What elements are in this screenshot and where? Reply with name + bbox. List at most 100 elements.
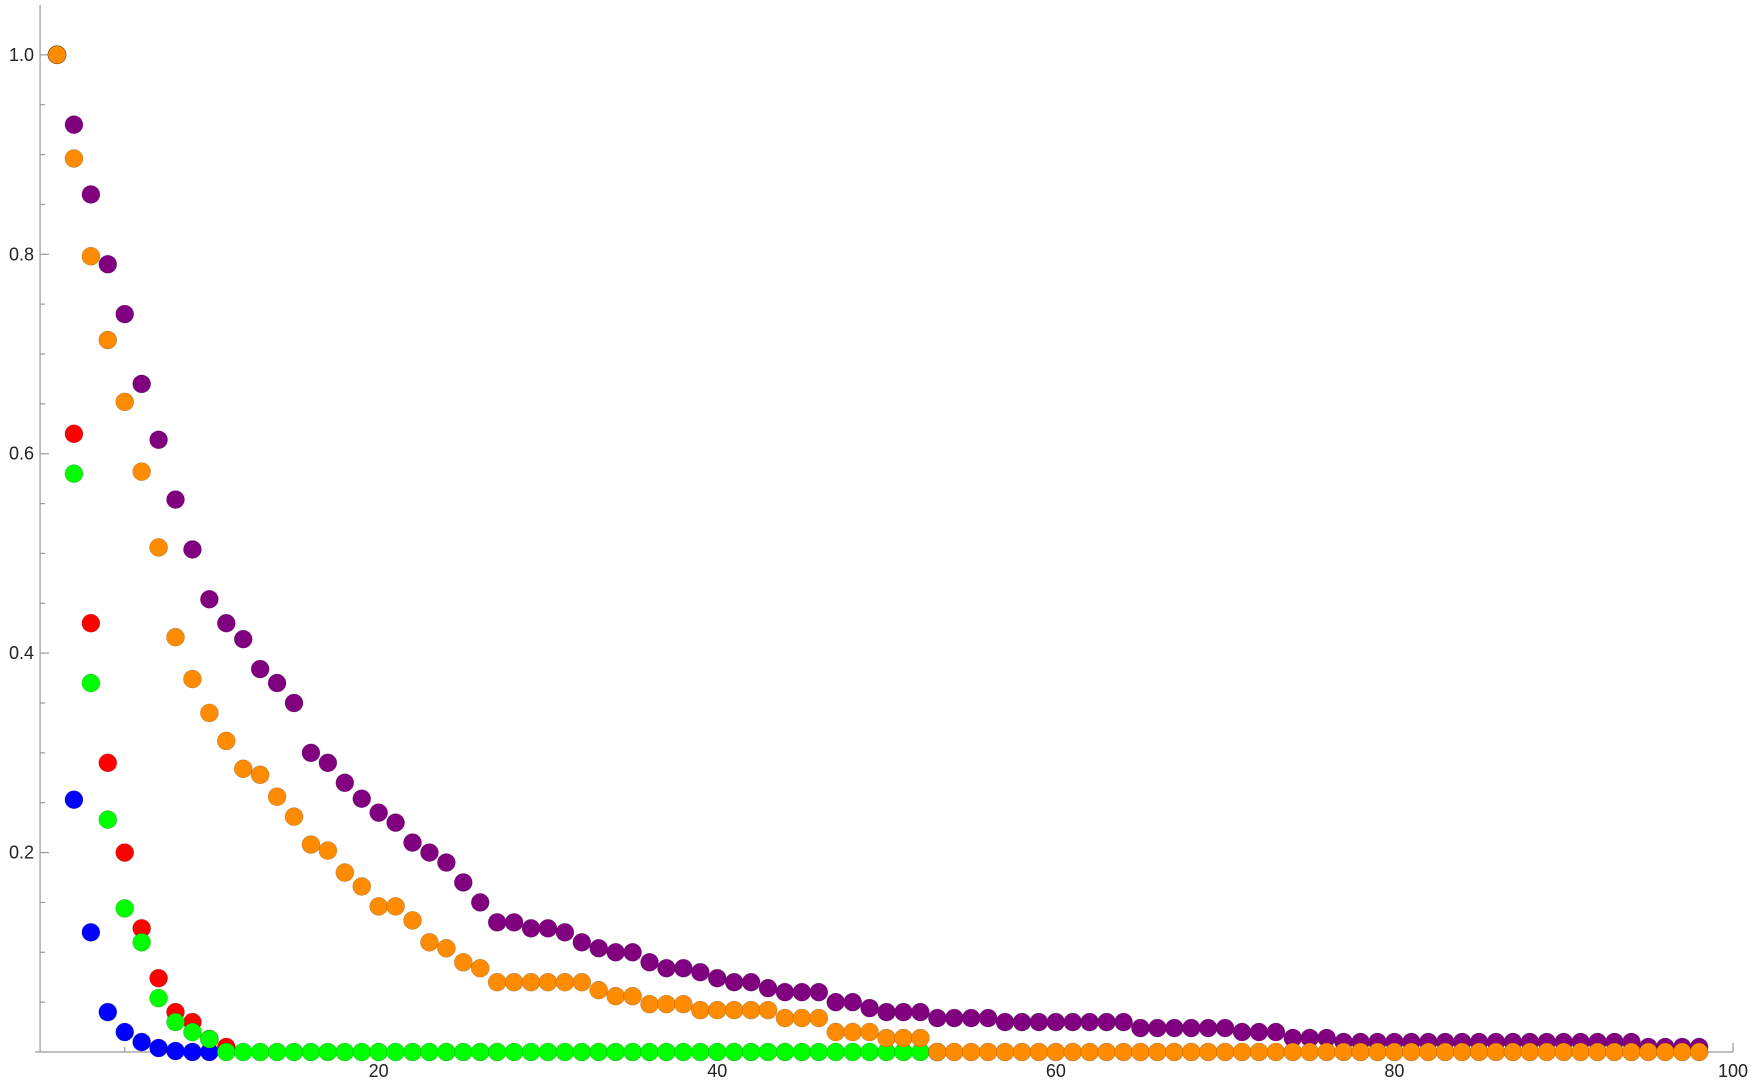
data-point (792, 982, 812, 1002)
data-point (233, 629, 253, 649)
data-point (521, 1042, 541, 1062)
data-point (1165, 1042, 1184, 1062)
data-point (284, 807, 304, 826)
data-point (250, 765, 270, 785)
data-point (978, 1042, 998, 1062)
data-point (454, 952, 473, 972)
data-point (166, 1012, 185, 1032)
data-point (995, 1042, 1015, 1062)
data-point (64, 115, 84, 134)
data-point (454, 1042, 473, 1062)
data-point (1131, 1018, 1150, 1038)
data-point (437, 1042, 456, 1062)
data-point (606, 1042, 625, 1062)
data-point (149, 1038, 168, 1058)
data-point (1012, 1012, 1032, 1032)
data-point (944, 1042, 964, 1062)
data-point (555, 1042, 575, 1062)
data-point (386, 1042, 405, 1062)
data-point (572, 1042, 592, 1062)
data-point (928, 1008, 947, 1028)
y-tick-label: 1.0 (9, 45, 34, 65)
data-point (1249, 1022, 1269, 1042)
data-point (335, 773, 355, 793)
data-point (1435, 1042, 1455, 1062)
data-point (1622, 1042, 1641, 1062)
data-point (183, 1022, 202, 1042)
data-point (386, 813, 405, 832)
data-point (1266, 1042, 1286, 1062)
data-point (115, 899, 135, 918)
data-point (691, 1000, 710, 1020)
data-point (741, 972, 761, 992)
data-point (707, 1042, 727, 1062)
data-point (826, 1042, 846, 1062)
data-point (674, 1042, 693, 1062)
data-point (961, 1008, 981, 1028)
data-point (1368, 1042, 1387, 1062)
data-point (792, 1042, 812, 1062)
series-1 (47, 45, 236, 1057)
data-point (1148, 1018, 1167, 1038)
data-point (1165, 1018, 1184, 1038)
data-point (589, 980, 609, 1000)
data-point (826, 992, 846, 1012)
data-point (1249, 1042, 1269, 1062)
data-point (826, 1022, 846, 1042)
data-point (166, 1041, 185, 1061)
data-point (809, 1008, 829, 1028)
data-point (98, 330, 118, 350)
data-point (1080, 1012, 1099, 1032)
x-tick-label: 40 (707, 1061, 727, 1081)
data-point (183, 1042, 202, 1062)
data-point (623, 1042, 642, 1062)
x-tick-label: 60 (1046, 1061, 1066, 1081)
data-point (64, 464, 84, 483)
data-point (166, 627, 185, 647)
data-point (606, 986, 625, 1006)
data-point (724, 1000, 744, 1020)
data-point (504, 972, 524, 992)
data-point (1029, 1012, 1049, 1032)
data-point (860, 998, 879, 1018)
data-point (758, 1042, 778, 1062)
data-point (1080, 1042, 1099, 1062)
data-point (521, 972, 541, 992)
data-point (47, 45, 67, 65)
data-point (623, 986, 642, 1006)
data-point (115, 392, 135, 412)
data-point (1385, 1042, 1404, 1062)
data-point (1046, 1012, 1066, 1032)
data-point (200, 589, 219, 609)
data-point (420, 1042, 439, 1062)
data-point (81, 613, 101, 633)
data-point (267, 787, 287, 807)
data-point (1334, 1042, 1353, 1062)
data-point (707, 968, 727, 988)
data-point (470, 893, 490, 912)
data-point (284, 693, 304, 713)
data-point (403, 1042, 422, 1062)
data-point (843, 1022, 862, 1042)
data-point (944, 1008, 964, 1028)
data-point (640, 1042, 659, 1062)
data-point (1046, 1042, 1066, 1062)
data-point (301, 1042, 321, 1062)
data-point (674, 958, 693, 978)
data-point (200, 1029, 219, 1049)
data-point (657, 994, 676, 1014)
data-point (640, 952, 659, 972)
data-point (911, 1002, 930, 1022)
data-point (318, 1042, 338, 1062)
data-point (657, 958, 676, 978)
data-point (1588, 1042, 1607, 1062)
data-point (98, 1002, 118, 1022)
data-point (166, 490, 185, 509)
data-point (1351, 1042, 1370, 1062)
data-point (470, 1042, 490, 1062)
data-point (572, 933, 592, 952)
data-point (149, 538, 168, 557)
data-point (657, 1042, 676, 1062)
data-point (995, 1012, 1015, 1032)
data-point (1605, 1042, 1624, 1062)
